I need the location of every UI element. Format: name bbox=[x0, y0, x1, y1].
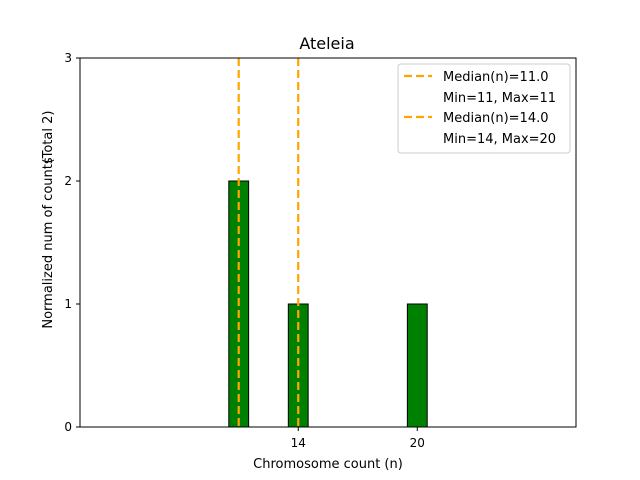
chart-title: Ateleia bbox=[299, 34, 354, 53]
y-axis-total-note: (Total 2) bbox=[41, 111, 56, 164]
legend-frame bbox=[397, 63, 571, 154]
y-tick-label: 1 bbox=[64, 297, 72, 311]
legend-range-label: Min=11, Max=11 bbox=[443, 91, 556, 106]
y-tick-label: 3 bbox=[64, 51, 72, 65]
legend: Median(n)=11.0 Min=11, Max=11 Median(n)=14… bbox=[397, 63, 571, 154]
y-tick-label: 2 bbox=[64, 174, 72, 188]
plot-area-frame bbox=[79, 57, 577, 428]
x-tick-label: 20 bbox=[410, 436, 425, 450]
legend-median-label: Median(n)=14.0 bbox=[443, 111, 549, 126]
x-axis-label: Chromosome count (n) bbox=[253, 457, 403, 472]
x-tick-label: 14 bbox=[291, 436, 306, 450]
y-tick-label: 0 bbox=[64, 420, 72, 434]
legend-median-label: Median(n)=11.0 bbox=[443, 70, 549, 85]
legend-range-label: Min=14, Max=20 bbox=[443, 132, 556, 147]
y-axis-label: Normalized num of counts bbox=[41, 157, 56, 328]
histogram-bar bbox=[406, 303, 428, 428]
